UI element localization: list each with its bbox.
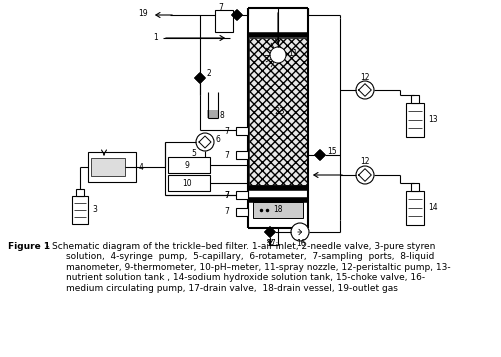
Text: 7: 7 [224, 191, 229, 200]
Text: 7: 7 [224, 126, 229, 136]
Polygon shape [195, 73, 205, 83]
Text: 16: 16 [296, 240, 306, 248]
Text: 14: 14 [428, 203, 438, 212]
Polygon shape [315, 150, 325, 160]
Bar [249, 38, 307, 185]
Text: 11: 11 [288, 49, 298, 57]
Circle shape [291, 223, 309, 241]
Bar [236, 151, 248, 159]
Text: 17: 17 [266, 240, 276, 248]
Text: 7: 7 [224, 151, 229, 160]
Text: Figure 1: Figure 1 [8, 242, 50, 251]
Text: 7: 7 [218, 2, 223, 11]
Text: 5: 5 [191, 149, 196, 157]
Bar [168, 175, 210, 191]
Text: 15: 15 [327, 147, 337, 156]
Text: 6: 6 [216, 136, 221, 145]
Text: 4: 4 [139, 162, 144, 171]
Bar [91, 158, 125, 176]
Text: 10: 10 [182, 178, 192, 187]
Bar [168, 157, 210, 173]
Polygon shape [232, 10, 242, 20]
Text: 2: 2 [207, 70, 212, 79]
Polygon shape [315, 150, 325, 160]
Text: 9: 9 [184, 161, 189, 170]
Bar [406, 191, 424, 225]
Text: 12: 12 [360, 157, 370, 166]
Bar [207, 110, 219, 118]
Text: 7: 7 [224, 191, 229, 200]
Bar [236, 208, 248, 216]
Bar [253, 202, 303, 218]
Circle shape [196, 133, 214, 151]
Bar [88, 152, 136, 182]
Bar [215, 10, 233, 32]
Text: 12: 12 [360, 72, 370, 81]
Bar [236, 127, 248, 135]
Bar [411, 95, 419, 103]
Text: 7: 7 [224, 207, 229, 216]
Polygon shape [265, 227, 275, 237]
Bar [406, 103, 424, 137]
Bar [236, 191, 248, 199]
Text: 18: 18 [273, 206, 283, 215]
Text: 19: 19 [138, 10, 148, 19]
Circle shape [356, 166, 374, 184]
Bar [411, 183, 419, 191]
Text: 8: 8 [220, 111, 225, 121]
Polygon shape [232, 10, 242, 20]
Text: 1: 1 [153, 34, 158, 42]
Polygon shape [265, 227, 275, 237]
Text: 13: 13 [428, 116, 438, 125]
Circle shape [356, 81, 374, 99]
Circle shape [270, 47, 286, 63]
Polygon shape [195, 73, 205, 83]
Text: 3: 3 [92, 206, 97, 215]
Text: - Schematic diagram of the trickle–bed filter. 1-air inlet, 2-needle valve, 3-pu: - Schematic diagram of the trickle–bed f… [43, 242, 450, 293]
Text: 23: 23 [274, 106, 285, 116]
Bar [76, 189, 84, 196]
Bar [72, 196, 88, 224]
